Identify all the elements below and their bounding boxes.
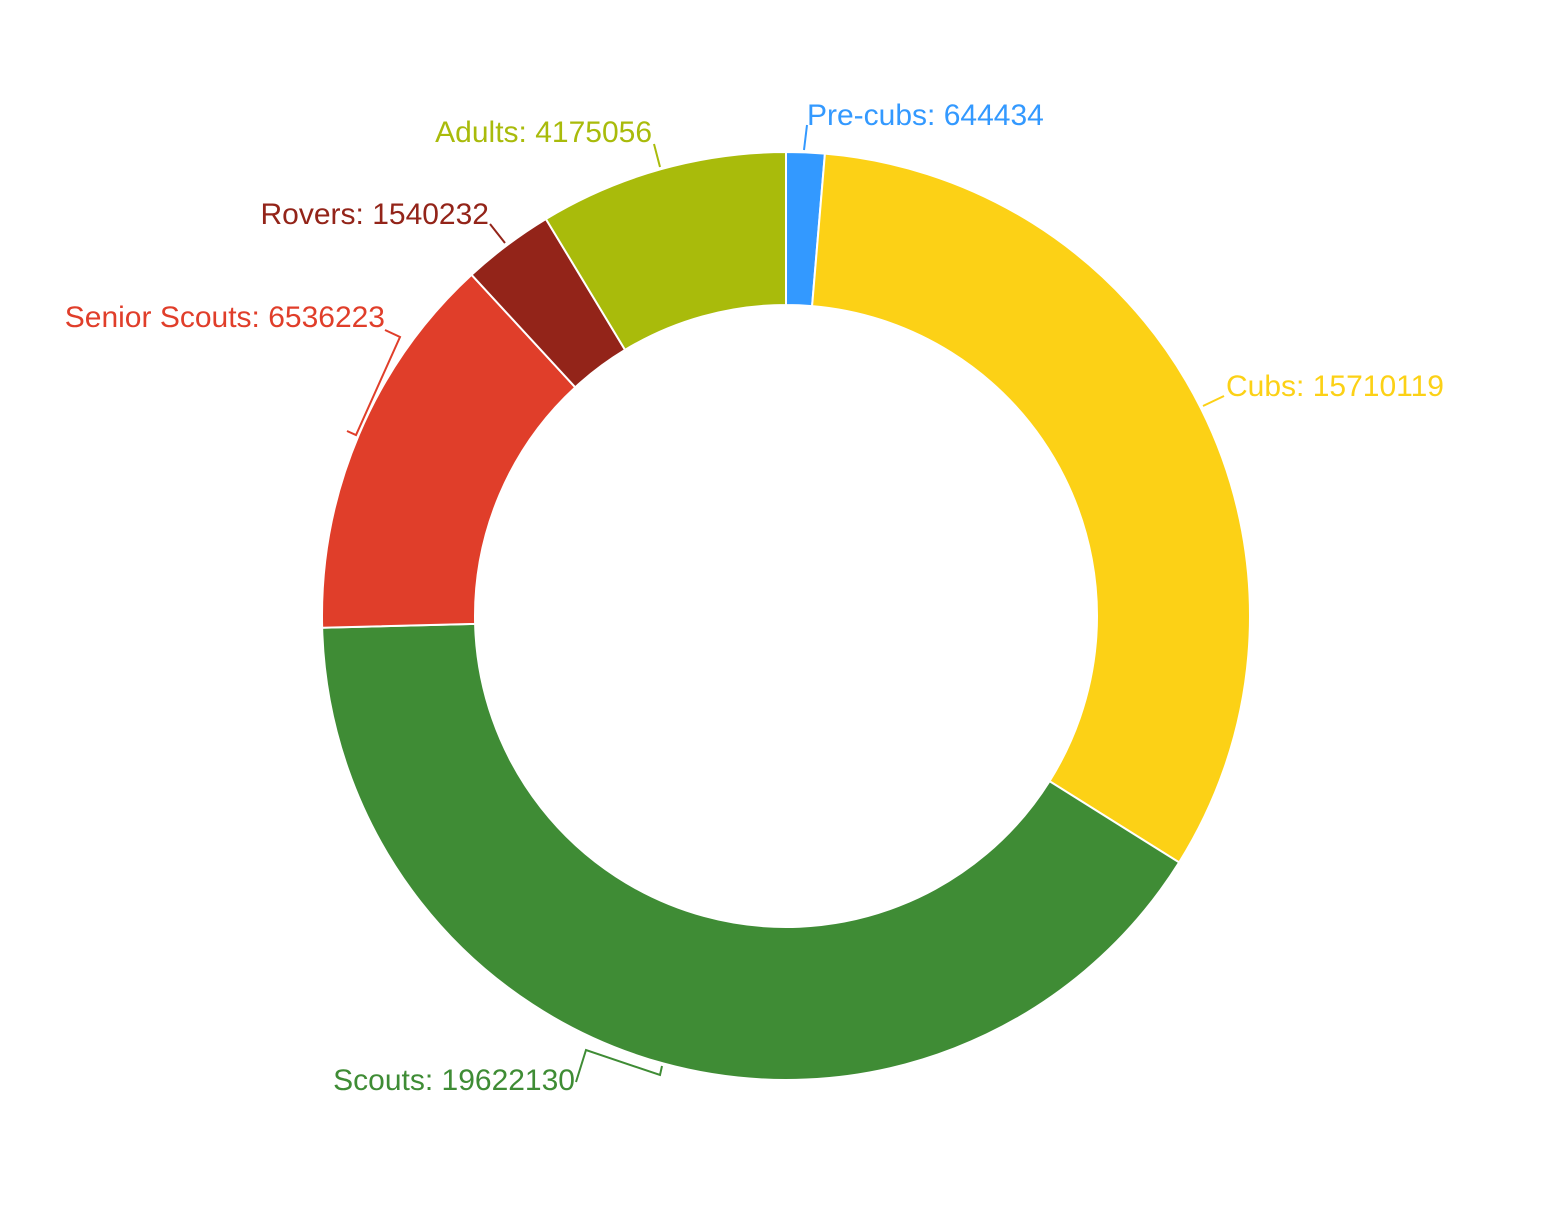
leader-line-cubs	[1202, 395, 1225, 407]
leaders-layer	[346, 124, 1225, 1083]
slice-label-rovers: Rovers: 1540232	[261, 198, 490, 231]
slice-label-adults: Adults: 4175056	[435, 116, 652, 149]
slice-label-scouts: Scouts: 19622130	[333, 1064, 575, 1097]
leader-line-senior-scouts	[346, 329, 402, 437]
slice-cubs	[810, 152, 1251, 864]
labels-layer: Pre-cubs: 644434 Cubs: 15710119 Scouts: 19…	[65, 99, 1444, 1097]
leader-line-scouts	[575, 1048, 663, 1083]
leader-line-adults	[653, 143, 661, 168]
slice-adults	[544, 150, 787, 352]
slice-label-senior-scouts: Senior Scouts: 6536223	[65, 301, 385, 334]
leader-line-pre-cubs	[803, 124, 808, 151]
leader-line-rovers	[489, 223, 506, 244]
slice-label-pre-cubs: Pre-cubs: 644434	[807, 99, 1044, 132]
slice-scouts	[321, 622, 1181, 1081]
slices-layer	[321, 150, 1251, 1081]
slice-label-cubs: Cubs: 15710119	[1226, 370, 1444, 403]
